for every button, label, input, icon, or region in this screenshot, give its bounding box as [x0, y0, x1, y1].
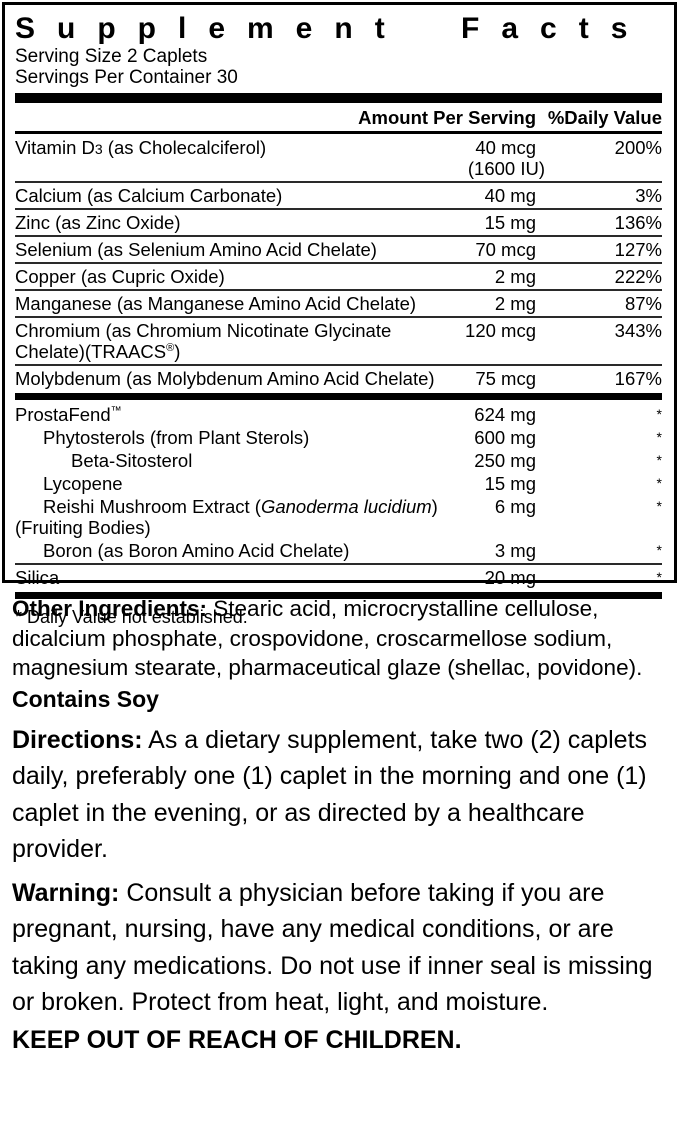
nutrient-daily-value: *: [656, 498, 662, 514]
nutrient-amount: 6 mg: [494, 496, 536, 517]
nutrient-daily-value: *: [656, 569, 662, 585]
row-reishi-mushroom-extract: Reishi Mushroom Extract (Ganoderma lucid…: [15, 495, 662, 539]
nutrient-amount: 624 mg: [474, 404, 536, 425]
row-chromium: Chromium (as Chromium Nicotinate Glycina…: [15, 319, 662, 363]
warning: Warning: Consult a physician before taki…: [12, 875, 671, 1021]
daily-value-header: %Daily Value: [547, 107, 662, 128]
nutrient-amount: 70 mcg: [475, 239, 536, 260]
nutrient-daily-value: 200%: [614, 137, 662, 158]
nutrient-amount: 600 mg: [474, 427, 536, 448]
row-prostafend: ProstaFend™ 624 mg *: [15, 403, 662, 426]
nutrient-amount: 250 mg: [474, 450, 536, 471]
nutrient-amount: 120 mcg: [465, 320, 536, 341]
row-silica: Silica 20 mg *: [15, 566, 662, 589]
nutrient-daily-value: *: [656, 475, 662, 491]
nutrient-name: Selenium (as Selenium Amino Acid Chelate…: [15, 239, 377, 260]
directions-label: Directions:: [12, 725, 143, 754]
nutrient-daily-value: *: [656, 542, 662, 558]
nutrient-daily-value: 167%: [614, 368, 662, 389]
row-manganese: Manganese (as Manganese Amino Acid Chela…: [15, 292, 662, 315]
row-divider: [15, 563, 662, 565]
daily-value-footnote: * Daily Value not established.: [15, 607, 248, 627]
nutrient-name: Chromium (as Chromium Nicotinate Glycina…: [15, 320, 392, 362]
nutrient-daily-value: 136%: [614, 212, 662, 233]
nutrient-daily-value: *: [656, 429, 662, 445]
row-calcium: Calcium (as Calcium Carbonate) 40 mg 3%: [15, 184, 662, 207]
servings-per-container: Servings Per Container 30: [15, 67, 238, 88]
nutrient-daily-value: 127%: [614, 239, 662, 260]
row-divider: [15, 235, 662, 237]
supplement-facts-panel: Supplement Facts Serving Size 2 Caplets …: [2, 2, 677, 627]
row-beta-sitosterol: Beta-Sitosterol 250 mg *: [15, 449, 662, 472]
keep-out-of-reach-warning: KEEP OUT OF REACH OF CHILDREN.: [12, 1025, 462, 1054]
nutrient-amount: 15 mg: [484, 212, 536, 233]
row-copper: Copper (as Cupric Oxide) 2 mg 222%: [15, 265, 662, 288]
warning-label: Warning:: [12, 878, 120, 907]
row-divider: [15, 181, 662, 183]
nutrient-name: Vitamin D3 (as Cholecalciferol): [15, 137, 267, 158]
nutrient-name: Beta-Sitosterol: [71, 450, 193, 471]
nutrient-amount: 40 mg: [484, 185, 536, 206]
row-divider: [15, 262, 662, 264]
nutrient-amount: 40 mcg (1600 IU): [467, 137, 545, 179]
nutrient-name: Manganese (as Manganese Amino Acid Chela…: [15, 293, 417, 314]
nutrient-name: Boron (as Boron Amino Acid Chelate): [43, 540, 350, 561]
row-molybdenum: Molybdenum (as Molybdenum Amino Acid Che…: [15, 367, 662, 390]
nutrient-name: Phytosterols (from Plant Sterols): [43, 427, 310, 448]
nutrient-daily-value: *: [656, 452, 662, 468]
nutrient-name: Zinc (as Zinc Oxide): [15, 212, 181, 233]
amount-per-serving-header: Amount Per Serving: [358, 107, 536, 128]
nutrient-amount: 2 mg: [494, 266, 536, 287]
nutrient-amount: 20 mg: [484, 567, 536, 588]
nutrient-daily-value: *: [656, 406, 662, 422]
serving-size: Serving Size 2 Caplets: [15, 46, 208, 67]
other-ingredients-label: Other Ingredients:: [12, 596, 208, 621]
row-divider: [15, 316, 662, 318]
nutrient-name: Silica: [15, 567, 60, 588]
warning-text: Consult a physician before taking if you…: [12, 878, 653, 1017]
directions-text: As a dietary supplement, take two (2) ca…: [12, 725, 648, 864]
nutrient-name: Reishi Mushroom Extract (Ganoderma lucid…: [15, 496, 438, 538]
row-divider: [15, 208, 662, 210]
nutrient-daily-value: 343%: [614, 320, 662, 341]
footnote-divider-bar: [15, 592, 662, 599]
nutrient-daily-value: 222%: [614, 266, 662, 287]
row-selenium: Selenium (as Selenium Amino Acid Chelate…: [15, 238, 662, 261]
row-vitamin-d3: Vitamin D3 (as Cholecalciferol) 40 mcg (…: [15, 136, 662, 180]
row-phytosterols: Phytosterols (from Plant Sterols) 600 mg…: [15, 426, 662, 449]
row-divider: [15, 289, 662, 291]
section-divider-bar: [15, 393, 662, 400]
panel-title: Supplement Facts: [15, 12, 650, 45]
row-divider: [15, 364, 662, 366]
allergen-statement: Contains Soy: [12, 685, 159, 712]
nutrient-name: ProstaFend™: [15, 404, 122, 425]
header-underline-bar: [15, 131, 662, 134]
nutrient-amount: 3 mg: [494, 540, 536, 561]
label-information: Other Ingredients: Stearic acid, microcr…: [0, 594, 679, 1056]
row-lycopene: Lycopene 15 mg *: [15, 472, 662, 495]
column-header-row: Amount Per Serving %Daily Value: [15, 106, 662, 130]
other-ingredients-text: Stearic acid, microcrystalline cellulose…: [12, 596, 643, 680]
nutrient-daily-value: 87%: [624, 293, 662, 314]
nutrient-name: Molybdenum (as Molybdenum Amino Acid Che…: [15, 368, 435, 389]
nutrient-name: Calcium (as Calcium Carbonate): [15, 185, 283, 206]
nutrient-daily-value: 3%: [635, 185, 662, 206]
divider-thick-bar: [15, 93, 662, 103]
directions: Directions: As a dietary supplement, tak…: [12, 722, 671, 868]
row-zinc: Zinc (as Zinc Oxide) 15 mg 136%: [15, 211, 662, 234]
other-ingredients: Other Ingredients: Stearic acid, microcr…: [12, 594, 671, 683]
nutrient-name: Lycopene: [43, 473, 123, 494]
nutrient-amount: 15 mg: [484, 473, 536, 494]
nutrient-amount: 2 mg: [494, 293, 536, 314]
nutrient-name: Copper (as Cupric Oxide): [15, 266, 225, 287]
nutrient-amount: 75 mcg: [475, 368, 536, 389]
row-boron: Boron (as Boron Amino Acid Chelate) 3 mg…: [15, 539, 662, 562]
